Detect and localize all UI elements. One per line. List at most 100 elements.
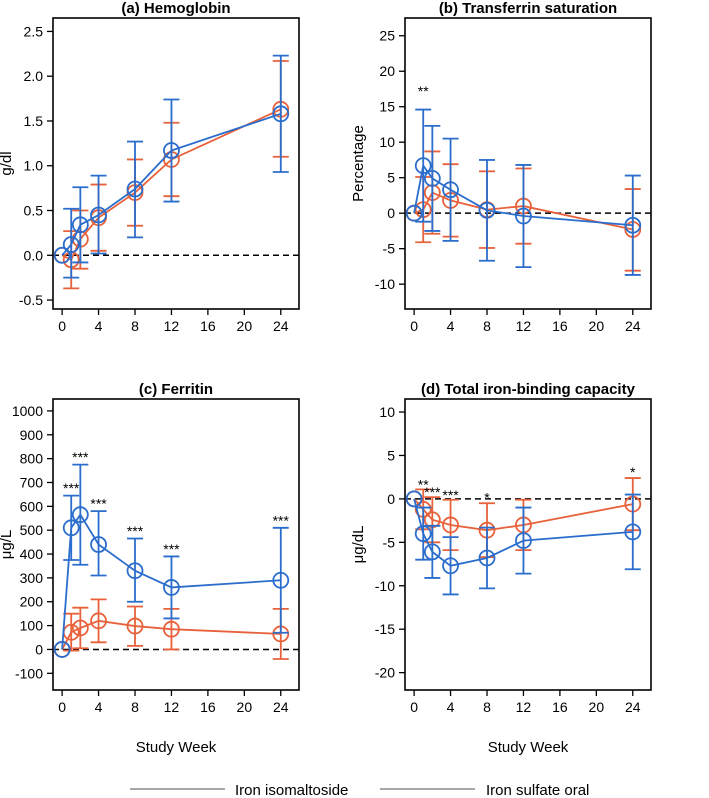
x-tick-label: 24 <box>625 318 641 334</box>
data-point <box>62 519 80 537</box>
data-point <box>624 216 642 234</box>
y-tick-label: 0.0 <box>24 247 44 263</box>
panel-title: (b) Transferrin saturation <box>439 0 617 17</box>
y-tick-label: 15 <box>379 99 395 115</box>
x-tick-label: 4 <box>447 318 455 334</box>
x-tick-label: 16 <box>200 318 216 334</box>
x-tick-label: 4 <box>447 699 455 715</box>
significance-label: * <box>484 489 490 505</box>
y-tick-label: 20 <box>379 63 395 79</box>
x-tick-label: 8 <box>483 318 491 334</box>
data-point <box>442 181 459 199</box>
panel-title: (c) Ferritin <box>139 381 213 398</box>
x-tick-label: 8 <box>483 699 491 715</box>
plot-frame <box>52 17 300 310</box>
significance-label: * <box>630 464 636 480</box>
x-axis-label: Study Week <box>488 739 569 756</box>
significance-label: *** <box>273 512 290 528</box>
significance-label: ** <box>418 476 429 492</box>
series-iron-isomaltoside <box>405 108 642 276</box>
series-line <box>61 513 281 650</box>
chart-panel-2: (b) Transferrin saturation -10 -5 0 5 10 15 20 2… <box>350 0 652 334</box>
series-line <box>61 112 282 256</box>
data-point <box>478 549 496 567</box>
data-point <box>405 490 423 508</box>
chart-panel-3: (c) Ferritin-100010020030040050060070080… <box>0 381 300 756</box>
data-point <box>53 641 71 658</box>
y-axis-label: Percentage <box>350 125 367 202</box>
data-point <box>62 236 80 253</box>
y-tick-label: -0.5 <box>19 292 43 308</box>
y-axis-label: μg/L <box>0 530 15 560</box>
y-tick-label: 0 <box>35 641 43 657</box>
y-tick-label: 5 <box>387 447 395 463</box>
data-point <box>405 204 423 222</box>
significance-label: *** <box>442 487 459 503</box>
series-line <box>413 163 633 227</box>
data-point <box>163 142 180 159</box>
plot-frame <box>404 398 652 691</box>
series-iron-isomaltoside <box>53 54 290 279</box>
legend-label: Iron sulfate oral <box>486 782 589 798</box>
x-tick-label: 20 <box>589 318 605 334</box>
significance-label: *** <box>72 449 89 465</box>
series-iron-isomaltoside <box>405 490 642 596</box>
y-tick-label: 400 <box>20 546 44 562</box>
x-tick-label: 8 <box>131 318 139 334</box>
data-point <box>478 201 496 219</box>
data-point <box>126 180 144 198</box>
data-point <box>163 620 180 638</box>
x-tick-label: 12 <box>164 318 180 334</box>
data-point <box>90 612 107 630</box>
x-tick-label: 0 <box>410 318 418 334</box>
y-tick-label: 25 <box>379 28 395 44</box>
data-point <box>90 206 107 224</box>
x-tick-label: 12 <box>516 699 532 715</box>
x-tick-label: 0 <box>58 318 66 334</box>
data-point <box>71 216 89 234</box>
plot-frame <box>404 17 652 310</box>
data-point <box>126 617 144 635</box>
x-tick-label: 20 <box>589 699 605 715</box>
y-tick-label: 2.5 <box>24 23 44 39</box>
y-tick-label: 300 <box>20 570 44 586</box>
x-tick-label: 24 <box>273 318 289 334</box>
significance-label: *** <box>163 541 180 557</box>
y-tick-label: 10 <box>379 404 395 420</box>
x-tick-label: 16 <box>200 699 216 715</box>
y-tick-label: 10 <box>379 134 395 150</box>
panel-title: (a) Hemoglobin <box>121 0 230 17</box>
series-iron-sulfate-oral <box>53 598 290 660</box>
y-tick-label: 0 <box>387 205 395 221</box>
x-axis-label: Study Week <box>136 739 217 756</box>
y-tick-label: 200 <box>20 594 44 610</box>
legend: Iron isomaltoside Iron sulfate oral <box>130 782 589 798</box>
y-tick-label: -10 <box>375 276 395 292</box>
x-tick-label: 4 <box>95 318 103 334</box>
y-tick-label: 600 <box>20 498 44 514</box>
x-tick-label: 0 <box>58 699 66 715</box>
y-tick-label: -5 <box>383 534 396 550</box>
chart-panel-1: (a) Hemoglobin -0.5 0.0 0.5 1.0 1.5 2.0 2.5 0 4 8 1… <box>0 0 300 334</box>
series-line <box>61 619 281 650</box>
significance-label: *** <box>127 523 144 539</box>
series-line <box>413 498 633 567</box>
y-tick-label: 900 <box>20 427 44 443</box>
y-axis-label: μg/dL <box>350 526 367 564</box>
data-point <box>414 157 432 175</box>
plot-frame <box>52 398 300 691</box>
significance-label: ** <box>418 83 429 99</box>
y-tick-label: 1000 <box>12 403 43 419</box>
x-tick-label: 16 <box>552 699 568 715</box>
data-point <box>53 246 71 264</box>
y-tick-label: -15 <box>375 621 395 637</box>
y-tick-label: 0.5 <box>24 203 44 219</box>
significance-label: *** <box>90 496 107 512</box>
y-tick-label: 5 <box>387 170 395 186</box>
y-tick-label: -5 <box>383 241 396 257</box>
x-tick-label: 24 <box>273 699 289 715</box>
data-point <box>515 532 532 549</box>
data-point <box>423 170 441 187</box>
x-tick-label: 20 <box>237 699 253 715</box>
y-tick-label: 700 <box>20 474 44 490</box>
